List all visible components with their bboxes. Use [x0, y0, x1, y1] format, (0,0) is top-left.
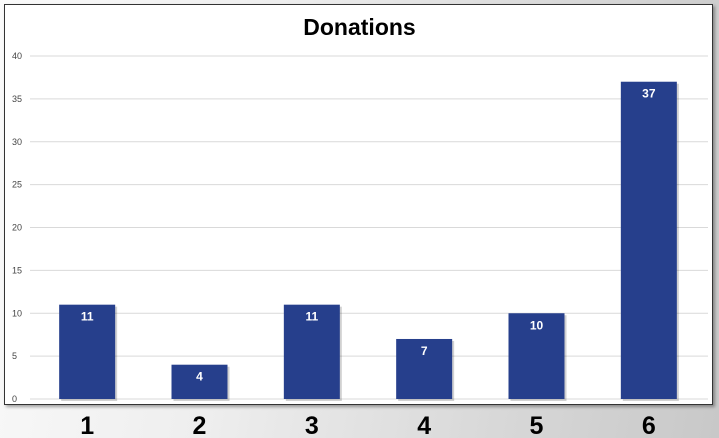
data-label: 4 — [196, 370, 203, 384]
y-tick-label: 10 — [12, 308, 22, 318]
gridlines — [30, 55, 708, 400]
bar — [59, 304, 116, 399]
data-label: 7 — [421, 344, 428, 358]
x-tick-label: 6 — [642, 412, 656, 438]
x-tick-label: 2 — [193, 412, 207, 438]
y-tick-label: 40 — [12, 51, 22, 61]
x-tick-label: 5 — [530, 412, 544, 438]
x-tick-label: 1 — [80, 412, 94, 438]
y-axis-ticks: 0 5 10 15 20 25 30 35 40 — [12, 51, 22, 404]
bar — [508, 313, 565, 399]
plot-frame — [4, 4, 713, 405]
y-tick-label: 15 — [12, 265, 22, 275]
y-tick-label: 0 — [12, 394, 17, 404]
x-tick-label: 4 — [417, 412, 431, 438]
data-label: 11 — [305, 310, 318, 324]
data-labels: 11 4 11 7 10 37 — [81, 87, 656, 384]
x-tick-label: 3 — [305, 412, 319, 438]
data-label: 11 — [81, 310, 94, 324]
y-tick-label: 35 — [12, 94, 22, 104]
data-label: 10 — [530, 318, 544, 332]
bar — [620, 81, 677, 399]
y-tick-label: 5 — [12, 351, 17, 361]
bars — [59, 81, 679, 401]
bar — [396, 338, 453, 399]
bar — [283, 304, 340, 399]
y-tick-label: 30 — [12, 137, 22, 147]
x-axis-ticks: 1 2 3 4 5 6 — [80, 412, 656, 438]
y-tick-label: 25 — [12, 180, 22, 190]
bar — [171, 364, 228, 399]
chart-title: Donations — [303, 14, 416, 40]
y-tick-label: 20 — [12, 223, 22, 233]
data-label: 37 — [642, 87, 656, 101]
